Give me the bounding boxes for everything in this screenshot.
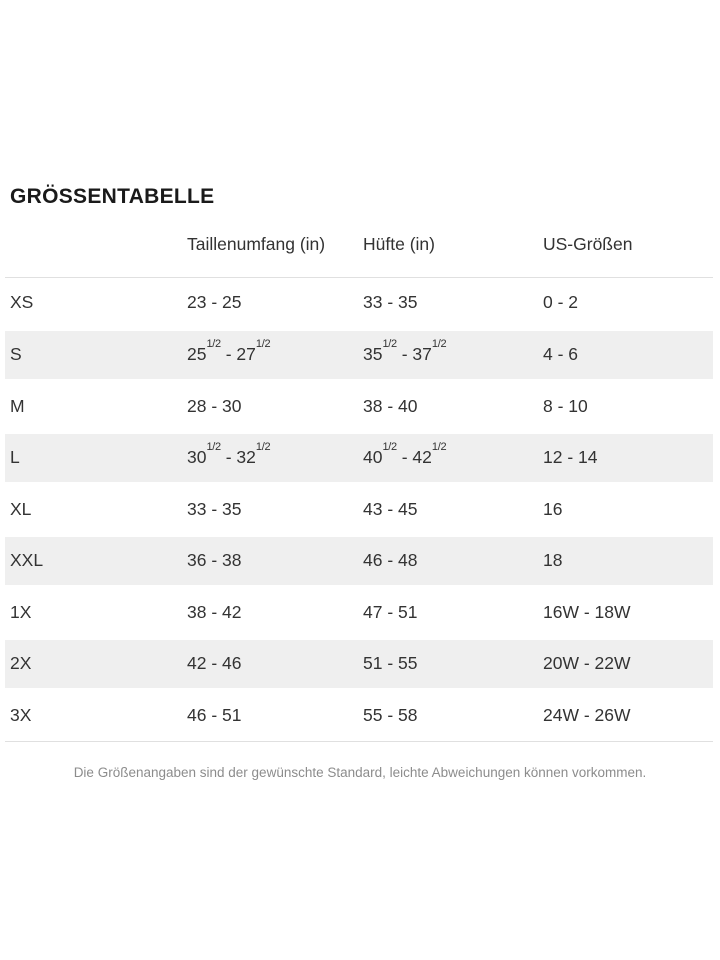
cell-us: 16 (543, 483, 713, 537)
col-header-waist: Taillenumfang (in) (187, 211, 363, 278)
table-row: S 251/2 - 271/2 351/2 - 371/2 4 - 6 (5, 329, 713, 382)
cell-hip: 43 - 45 (363, 483, 543, 537)
table-row: XS 23 - 25 33 - 35 0 - 2 (5, 277, 713, 331)
col-header-size (5, 211, 187, 278)
table-row: 2X 42 - 46 51 - 55 20W - 22W (5, 638, 713, 691)
fraction-half: 1/2 (255, 441, 271, 454)
cell-us: 0 - 2 (543, 277, 713, 331)
fraction-half: 1/2 (431, 338, 447, 351)
cell-us: 18 (543, 535, 713, 588)
cell-waist: 46 - 51 (187, 689, 363, 741)
cell-us: 16W - 18W (543, 586, 713, 640)
cell-waist: 251/2 - 271/2 (187, 329, 363, 382)
cell-size: XL (5, 483, 187, 537)
cell-size: L (5, 432, 187, 485)
cell-hip: 33 - 35 (363, 277, 543, 331)
cell-size: 1X (5, 586, 187, 640)
table-row: 1X 38 - 42 47 - 51 16W - 18W (5, 586, 713, 640)
col-header-us: US-Größen (543, 211, 713, 278)
cell-us: 20W - 22W (543, 638, 713, 691)
fraction-half: 1/2 (382, 441, 397, 454)
cell-size: S (5, 329, 187, 382)
cell-waist: 38 - 42 (187, 586, 363, 640)
cell-waist: 36 - 38 (187, 535, 363, 588)
cell-us: 12 - 14 (543, 432, 713, 485)
cell-hip: 51 - 55 (363, 638, 543, 691)
cell-hip: 46 - 48 (363, 535, 543, 588)
size-chart-page: GRÖSSENTABELLE Taillenumfang (in) Hüfte … (5, 185, 713, 780)
page-title: GRÖSSENTABELLE (10, 185, 215, 208)
footnote: Die Größenangaben sind der gewünschte St… (73, 764, 647, 780)
cell-waist: 23 - 25 (187, 277, 363, 331)
cell-size: M (5, 380, 187, 434)
cell-size: XS (5, 277, 187, 331)
cell-hip: 401/2 - 421/2 (363, 432, 543, 485)
cell-waist: 33 - 35 (187, 483, 363, 537)
table-row: 3X 46 - 51 55 - 58 24W - 26W (5, 689, 713, 741)
table-header-row: Taillenumfang (in) Hüfte (in) US-Größen (5, 211, 713, 278)
col-header-hip: Hüfte (in) (363, 211, 543, 278)
fraction-half: 1/2 (431, 441, 447, 454)
table-body: XS 23 - 25 33 - 35 0 - 2 S 251/2 - 271/2 351/2… (5, 277, 713, 741)
cell-waist: 28 - 30 (187, 380, 363, 434)
cell-waist: 42 - 46 (187, 638, 363, 691)
cell-hip: 38 - 40 (363, 380, 543, 434)
fraction-half: 1/2 (255, 338, 271, 351)
cell-us: 8 - 10 (543, 380, 713, 434)
cell-us: 4 - 6 (543, 329, 713, 382)
cell-hip: 47 - 51 (363, 586, 543, 640)
cell-size: XXL (5, 535, 187, 588)
size-table: Taillenumfang (in) Hüfte (in) US-Größen … (5, 211, 713, 742)
cell-hip: 351/2 - 371/2 (363, 329, 543, 382)
cell-size: 2X (5, 638, 187, 691)
table-header: Taillenumfang (in) Hüfte (in) US-Größen (5, 211, 713, 278)
cell-us: 24W - 26W (543, 689, 713, 741)
fraction-half: 1/2 (206, 338, 221, 351)
table-row: L 301/2 - 321/2 401/2 - 421/2 12 - 14 (5, 432, 713, 485)
table-row: XXL 36 - 38 46 - 48 18 (5, 535, 713, 588)
fraction-half: 1/2 (206, 441, 221, 454)
fraction-half: 1/2 (382, 338, 397, 351)
table-row: M 28 - 30 38 - 40 8 - 10 (5, 380, 713, 434)
cell-hip: 55 - 58 (363, 689, 543, 741)
table-row: XL 33 - 35 43 - 45 16 (5, 483, 713, 537)
cell-waist: 301/2 - 321/2 (187, 432, 363, 485)
cell-size: 3X (5, 689, 187, 741)
